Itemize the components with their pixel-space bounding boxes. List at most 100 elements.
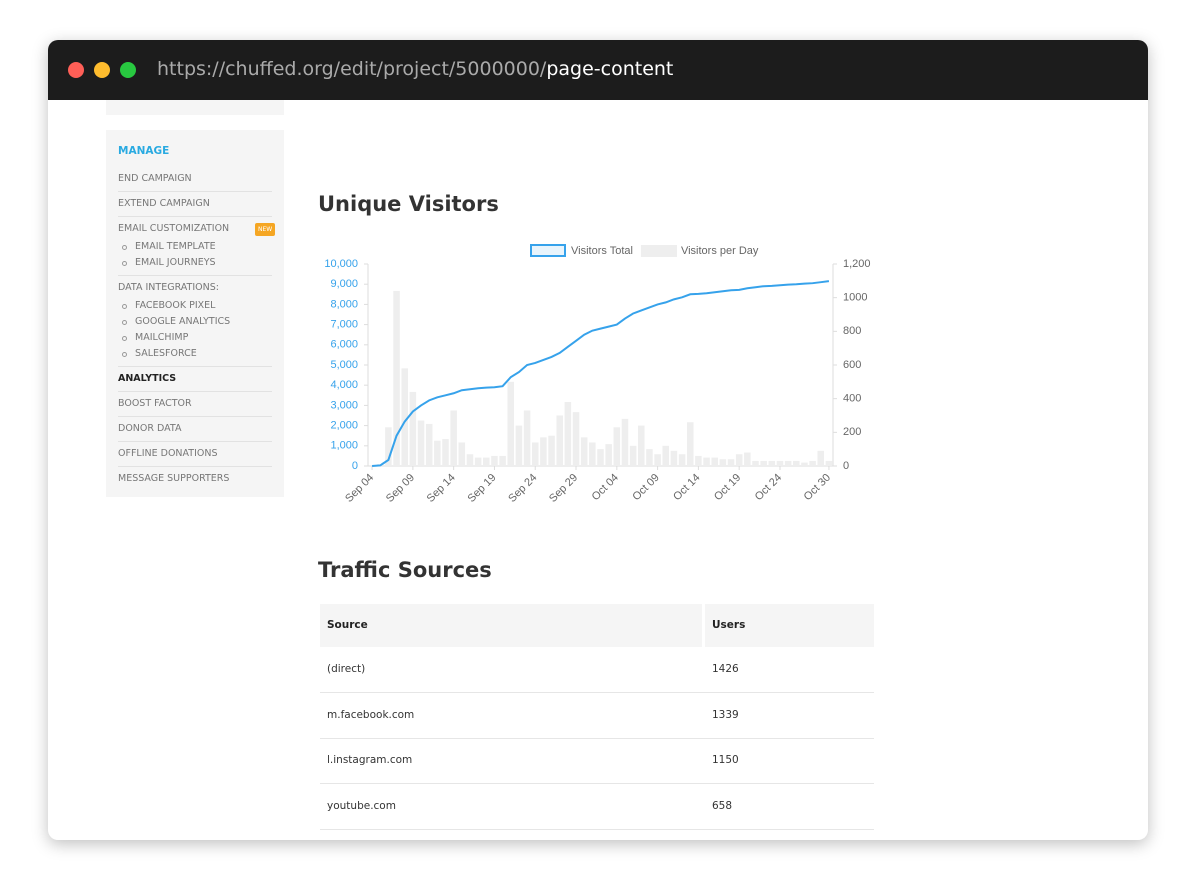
bar: [507, 381, 515, 466]
bar: [442, 439, 449, 466]
bar: [646, 449, 653, 466]
bar: [719, 459, 727, 466]
bar: [784, 460, 792, 466]
bar: [589, 442, 596, 466]
legend-label: Visitors per Day: [681, 245, 759, 257]
bar: [638, 425, 645, 466]
sidebar-sublink[interactable]: EMAIL TEMPLATE: [135, 241, 216, 252]
y-tick-label: 600: [843, 359, 861, 371]
sub-bullet: [122, 304, 127, 309]
cell-text: youtube.com: [327, 799, 396, 812]
divider: [118, 466, 272, 467]
sidebar-top-box: [106, 100, 284, 115]
x-tick-label: Sep 09: [384, 472, 417, 505]
bar: [613, 427, 621, 466]
bar: [662, 445, 670, 466]
sidebar-link[interactable]: END CAMPAIGN: [118, 173, 192, 184]
y-tick-label: 0: [843, 460, 849, 472]
sub-bullet: [122, 352, 127, 357]
cell-text: 1339: [712, 708, 739, 721]
bar: [409, 391, 417, 466]
x-tick-label: Sep 04: [343, 472, 376, 505]
y-tick-label: 200: [843, 426, 861, 438]
divider: [118, 191, 272, 192]
bar: [540, 437, 547, 466]
divider: [118, 366, 272, 367]
x-tick-label: Oct 14: [671, 472, 702, 503]
bar: [572, 412, 580, 466]
sub-bullet: [122, 320, 127, 325]
divider: [118, 416, 272, 417]
sidebar-link[interactable]: MESSAGE SUPPORTERS: [118, 473, 230, 484]
y-tick-label: 1,000: [330, 440, 358, 452]
bar: [695, 455, 702, 466]
divider: [118, 275, 272, 276]
sidebar-sublink[interactable]: FACEBOOK PIXEL: [135, 300, 216, 311]
title-bar: https://chuffed.org/edit/project/5000000…: [48, 40, 1148, 100]
y-tick-label: 4,000: [330, 379, 358, 391]
bar: [580, 437, 588, 466]
table: Source Users (direct) 1426 m.facebook.com 133…: [320, 604, 874, 840]
sidebar-link[interactable]: OFFLINE DONATIONS: [118, 448, 218, 459]
sidebar-sublink[interactable]: SALESFORCE: [135, 348, 197, 359]
line: [372, 280, 830, 467]
sidebar-sublink[interactable]: MAILCHIMP: [135, 332, 189, 343]
bar: [564, 402, 572, 466]
new-badge: NEW: [255, 223, 276, 236]
y-tick-label: 6,000: [330, 339, 358, 351]
bar: [768, 460, 776, 466]
y-tick-label: 800: [843, 325, 861, 337]
sidebar-link[interactable]: BOOST FACTOR: [118, 398, 192, 409]
y-tick-label: 7,000: [330, 319, 358, 331]
bar: [491, 455, 498, 466]
bar: [515, 425, 523, 466]
bar: [711, 457, 718, 466]
legend-swatch: [640, 245, 677, 257]
bar: [393, 290, 400, 466]
bar: [523, 410, 531, 466]
legend-swatch: [530, 244, 566, 257]
bar: [686, 422, 694, 466]
y-tick-label: 8,000: [330, 298, 358, 310]
bar: [801, 462, 808, 466]
sidebar-link[interactable]: EMAIL CUSTOMIZATION: [118, 223, 230, 234]
close-button[interactable]: [68, 62, 84, 78]
sub-bullet: [122, 245, 127, 250]
row-divider: [320, 692, 874, 693]
bar: [793, 460, 800, 466]
bar: [605, 444, 612, 466]
bar: [466, 454, 474, 466]
sidebar-link[interactable]: DONOR DATA: [118, 423, 182, 434]
y-tick-label: 5,000: [330, 359, 358, 371]
x-tick-label: Sep 14: [425, 472, 458, 505]
sub-bullet: [122, 336, 127, 341]
header-cell: [320, 604, 702, 647]
bar: [809, 460, 816, 466]
y-tick-label: 9,000: [330, 278, 358, 290]
x-tick-label: Oct 09: [630, 472, 661, 503]
cell-text: (direct): [327, 663, 366, 675]
cell-text: m.facebook.com: [327, 708, 415, 721]
sidebar-link[interactable]: EXTEND CAMPAIGN: [118, 198, 210, 209]
bar: [425, 423, 433, 466]
sidebar-link[interactable]: ANALYTICS: [118, 373, 177, 384]
x-tick-label: Sep 24: [506, 472, 539, 505]
row-divider: [320, 828, 874, 830]
minimize-button[interactable]: [94, 62, 110, 78]
bar: [597, 449, 604, 466]
y-tick-label: 400: [843, 393, 861, 405]
sidebar-sublink[interactable]: GOOGLE ANALYTICS: [135, 316, 231, 327]
sidebar-sublink[interactable]: EMAIL JOURNEYS: [135, 257, 216, 268]
sidebar-link[interactable]: DATA INTEGRATIONS:: [118, 282, 219, 293]
x-tick-label: Oct 30: [802, 472, 833, 503]
maximize-button[interactable]: [120, 62, 136, 78]
x-tick-label: Oct 04: [590, 472, 621, 503]
sidebar-heading: MANAGE: [118, 145, 170, 157]
x-tick-label: Sep 29: [547, 472, 580, 505]
divider: [118, 441, 272, 442]
row-divider: [320, 737, 874, 739]
address-bar[interactable]: https://chuffed.org/edit/project/5000000…: [157, 58, 673, 80]
y-tick-label: 1000: [843, 292, 867, 304]
bar: [735, 454, 743, 466]
bar: [548, 435, 555, 466]
